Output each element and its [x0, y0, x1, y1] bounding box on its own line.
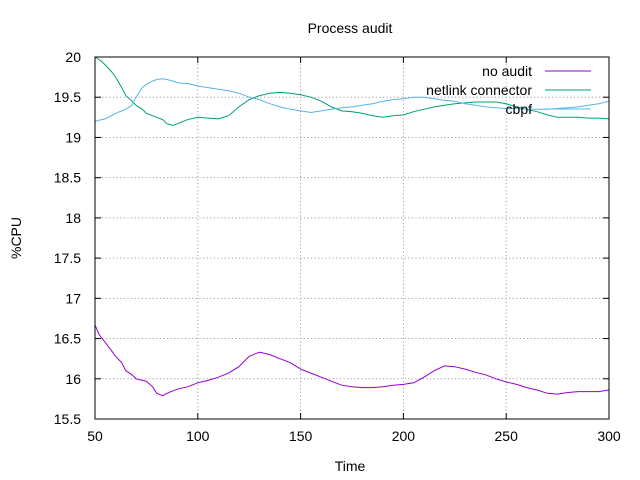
tick-labels: 50 100 150 200 250 300 15.5 16 16.5 17 17.5 18 18.5 1… [54, 49, 621, 444]
series-line-1 [94, 324, 610, 397]
legend: no audit netlink connector cbpf [426, 63, 591, 117]
y-tick-label: 16.5 [54, 331, 81, 347]
x-tick-label: 150 [289, 428, 313, 444]
series-line-3 [94, 78, 610, 122]
chart-title: Process audit [308, 20, 393, 36]
y-axis-label: %CPU [8, 217, 24, 259]
y-tick-label: 18.5 [54, 170, 81, 186]
y-tick-label: 15.5 [54, 411, 81, 427]
x-tick-label: 250 [495, 428, 519, 444]
y-tick-label: 18 [65, 210, 81, 226]
y-tick-label: 20 [65, 49, 81, 65]
y-tick-label: 16 [65, 371, 81, 387]
axis-ticks [94, 56, 610, 420]
y-tick-label: 19.5 [54, 89, 81, 105]
y-tick-label: 17 [65, 290, 81, 306]
gridlines [95, 57, 609, 419]
plot-frame [94, 56, 610, 420]
series-lines [94, 56, 610, 397]
legend-label-2: netlink connector [426, 82, 532, 98]
y-tick-label: 19 [65, 129, 81, 145]
x-tick-label: 50 [87, 428, 103, 444]
x-tick-label: 300 [597, 428, 621, 444]
x-tick-label: 100 [186, 428, 210, 444]
y-tick-label: 17.5 [54, 250, 81, 266]
legend-label-1: no audit [482, 63, 532, 79]
x-tick-label: 200 [392, 428, 416, 444]
x-axis-label: Time [335, 458, 366, 474]
series-line-2 [94, 56, 610, 126]
legend-label-3: cbpf [506, 101, 533, 117]
